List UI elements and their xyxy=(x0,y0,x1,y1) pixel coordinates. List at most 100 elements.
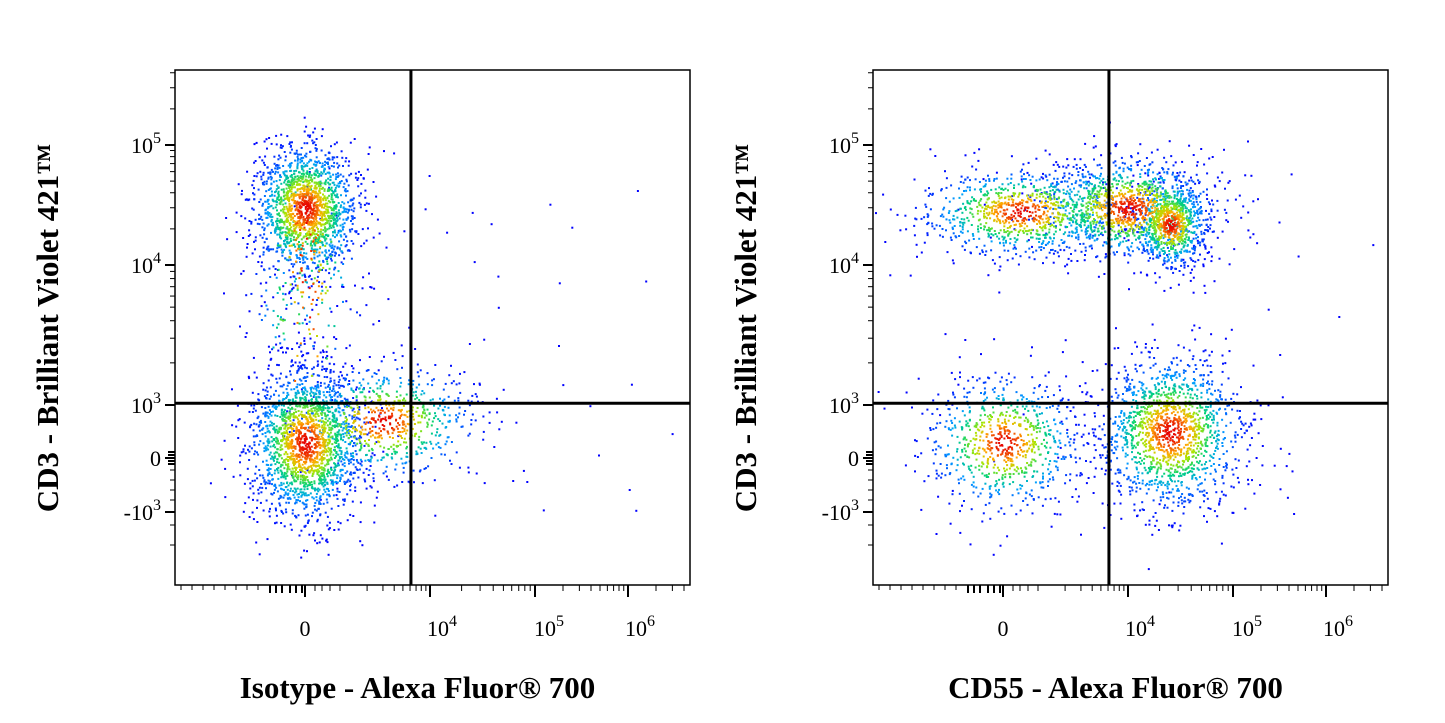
event-dot xyxy=(315,410,318,413)
event-dot xyxy=(308,174,311,177)
event-dot xyxy=(306,232,309,235)
event-dot xyxy=(377,369,380,372)
event-dot xyxy=(363,242,366,245)
event-dot xyxy=(352,426,355,429)
event-dot xyxy=(258,486,261,489)
event-dot xyxy=(259,501,262,504)
event-dot xyxy=(324,439,326,441)
event-dot xyxy=(310,184,313,187)
event-dot xyxy=(300,494,303,497)
event-dot xyxy=(312,472,315,475)
event-dot xyxy=(283,419,286,422)
event-dot xyxy=(263,229,266,232)
event-dot xyxy=(297,410,300,412)
event-dot xyxy=(340,436,343,439)
event-dot xyxy=(300,248,303,251)
event-dot xyxy=(1338,316,1341,318)
event-dot xyxy=(368,439,370,441)
event-dot xyxy=(291,473,294,476)
event-dot xyxy=(1097,437,1100,440)
event-dot xyxy=(403,230,406,233)
event-dot xyxy=(312,248,315,251)
event-dot xyxy=(328,267,331,270)
event-dot xyxy=(328,521,331,524)
event-dot xyxy=(327,435,330,438)
event-dot xyxy=(265,481,267,484)
event-dot xyxy=(372,181,375,183)
event-dot xyxy=(467,434,470,437)
event-dot xyxy=(420,414,423,417)
event-dot xyxy=(265,499,268,502)
event-dot xyxy=(342,421,345,424)
event-dot xyxy=(1136,345,1138,348)
event-dot xyxy=(316,255,319,258)
event-dot xyxy=(306,456,309,459)
event-dot xyxy=(1081,361,1084,364)
event-dot xyxy=(282,165,285,167)
event-dot xyxy=(987,274,990,277)
event-dot xyxy=(342,498,345,501)
event-dot xyxy=(323,412,326,415)
event-dot xyxy=(354,466,357,469)
event-dot xyxy=(274,206,277,209)
event-dot xyxy=(275,180,278,183)
event-dot xyxy=(293,192,296,195)
event-dot xyxy=(298,420,301,423)
event-dot xyxy=(356,406,359,409)
event-dot xyxy=(950,371,953,374)
event-dot xyxy=(1080,533,1082,536)
event-dot xyxy=(296,441,299,444)
event-dot xyxy=(300,269,303,272)
event-dot xyxy=(404,414,407,417)
event-dot xyxy=(318,467,321,470)
event-dot xyxy=(286,242,289,245)
event-dot xyxy=(304,492,307,495)
event-dot xyxy=(421,442,424,445)
event-dot xyxy=(293,470,296,473)
event-dot xyxy=(327,471,330,474)
event-dot xyxy=(301,187,304,190)
event-dot xyxy=(383,379,385,382)
event-dot xyxy=(416,407,419,409)
event-dot xyxy=(337,185,340,188)
event-dot xyxy=(276,490,279,493)
event-dot xyxy=(341,468,343,471)
event-dot xyxy=(347,443,350,446)
event-dot xyxy=(256,506,258,509)
event-dot xyxy=(337,381,340,384)
event-dot xyxy=(279,446,282,449)
event-dot xyxy=(287,406,290,409)
event-dot xyxy=(330,198,333,201)
event-dot xyxy=(1087,477,1090,479)
event-dot xyxy=(298,212,301,215)
event-dot xyxy=(285,187,288,190)
event-dot xyxy=(1144,172,1147,175)
event-dot xyxy=(299,441,302,444)
event-dot xyxy=(297,193,300,196)
event-dot xyxy=(303,460,305,463)
event-dot xyxy=(349,461,352,464)
event-dot xyxy=(300,446,303,449)
event-dot xyxy=(267,464,269,466)
event-dot xyxy=(284,159,287,162)
event-dot xyxy=(308,230,311,233)
event-dot xyxy=(295,254,298,256)
event-dot xyxy=(293,301,296,304)
event-dot xyxy=(290,360,293,363)
event-dot xyxy=(406,445,408,448)
event-dot xyxy=(322,471,325,474)
event-dot xyxy=(297,368,300,371)
event-dot xyxy=(273,472,276,475)
event-dot xyxy=(286,225,289,228)
event-dot xyxy=(307,222,310,225)
event-dot xyxy=(273,491,275,494)
event-dot xyxy=(354,418,357,421)
event-dot xyxy=(346,480,349,483)
event-dot xyxy=(276,448,279,451)
event-dot xyxy=(457,397,460,400)
event-dot xyxy=(305,237,308,240)
event-dot xyxy=(266,212,269,215)
event-dot xyxy=(294,159,297,162)
event-dot xyxy=(1158,276,1161,279)
event-dot xyxy=(1242,205,1245,208)
